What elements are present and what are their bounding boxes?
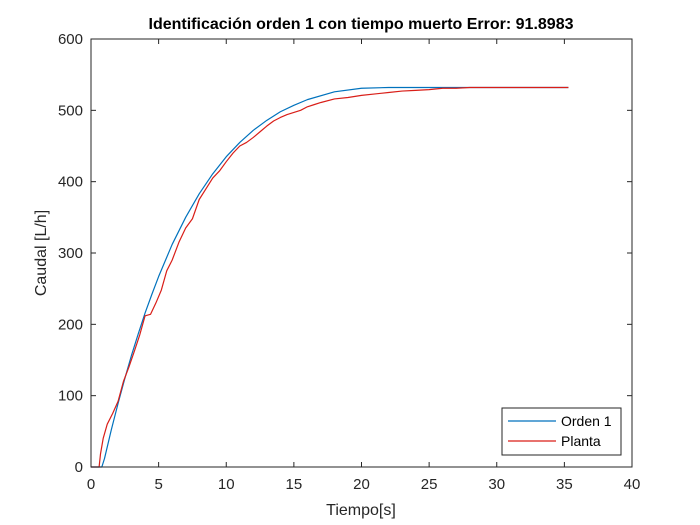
- y-axis-label: Caudal [L/h]: [33, 210, 50, 296]
- x-tick-label-8: 40: [624, 476, 641, 493]
- series-layer: [91, 86, 569, 468]
- y-tick-label-5: 500: [58, 102, 83, 119]
- legend: Orden 1 Planta: [501, 407, 622, 456]
- x-tick-label-4: 20: [353, 476, 370, 493]
- x-axis-label: Tiempo[s]: [326, 502, 396, 519]
- y-tick-label-2: 200: [58, 316, 83, 333]
- y-tick-label-6: 600: [58, 31, 83, 48]
- chart-title: Identificación orden 1 con tiempo muerto…: [149, 16, 574, 33]
- y-tick-label-1: 100: [58, 388, 83, 405]
- x-tick-label-3: 15: [286, 476, 303, 493]
- y-tick-label-4: 400: [58, 174, 83, 191]
- x-tick-label-2: 10: [218, 476, 235, 493]
- legend-label-orden-1: Orden 1: [561, 413, 612, 429]
- y-tick-label-0: 0: [75, 459, 83, 476]
- x-tick-label-7: 35: [556, 476, 573, 493]
- x-tick-label-6: 30: [488, 476, 505, 493]
- x-tick-label-1: 5: [154, 476, 162, 493]
- series-line-planta: [91, 86, 569, 468]
- plot-area: [91, 39, 632, 467]
- y-tick-label-3: 300: [58, 245, 83, 262]
- legend-label-planta: Planta: [561, 433, 601, 449]
- x-tick-label-0: 0: [87, 476, 95, 493]
- legend-box: [501, 407, 622, 456]
- x-tick-label-5: 25: [421, 476, 438, 493]
